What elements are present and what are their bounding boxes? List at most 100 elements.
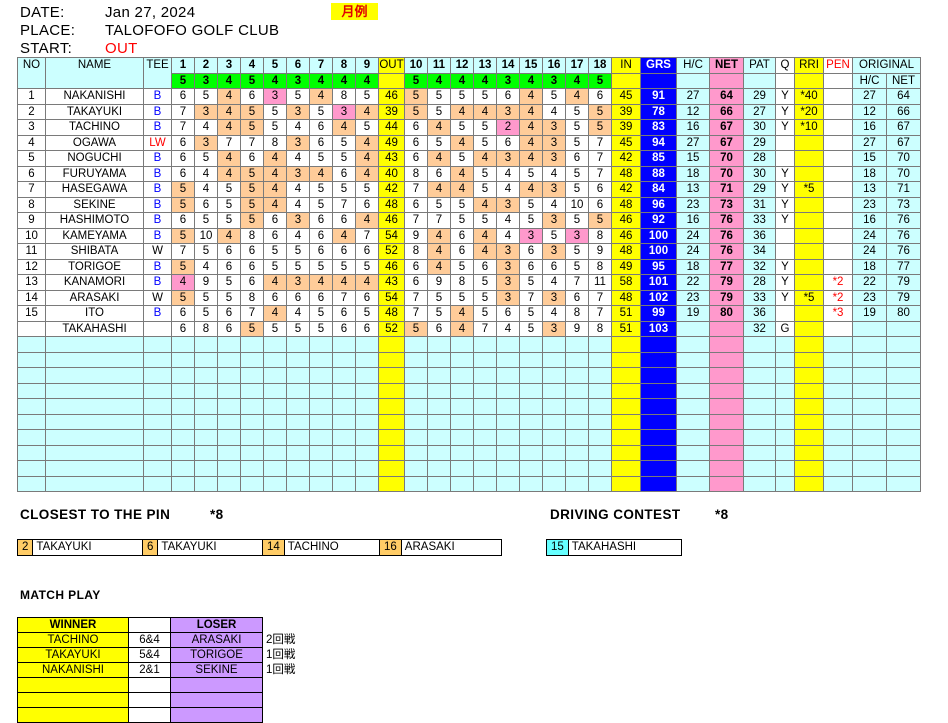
empty-cell [588,475,612,492]
handicap: 12 [676,103,710,120]
hole-score: 5 [565,243,589,260]
empty-cell [794,475,824,492]
handicap: 22 [676,274,710,291]
hole-score: 6 [473,258,497,275]
hole-score: 3 [542,289,566,306]
gross-total: 99 [640,305,677,322]
q-par-cell [775,72,795,89]
hole-score: 5 [171,196,195,213]
empty-cell [17,367,46,384]
player-row: 4 OGAWA LW 6 3 7 7 8 3 6 5 4 49 6 5 4 5 6 4 3 5 7 45 94 27 67 29 27… [17,134,921,151]
empty-cell [519,444,543,461]
empty-cell [404,460,428,477]
in-total: 51 [611,320,641,337]
hole-score: 3 [286,103,310,120]
empty-cell [676,475,710,492]
gross-total: 101 [640,274,677,291]
hole-header: 16 [542,57,566,74]
hole-score: 4 [263,165,287,182]
empty-cell [194,398,218,415]
empty-cell [496,460,520,477]
hole-score: 4 [427,258,451,275]
empty-cell [886,475,921,492]
match-title: MATCH PLAY [20,588,101,602]
empty-cell [542,367,566,384]
original-net: 67 [886,134,921,151]
hole-score: 4 [263,274,287,291]
empty-cell [852,382,887,399]
match-row: NAKANISHI 2&1 SEKINE [17,662,263,678]
player-row: 2 TAKAYUKI B 7 3 4 5 5 3 5 3 4 39 5 5 4 4 3 4 4 5 5 39 78 12 66 27… [17,103,921,120]
match-score: 5&4 [128,647,171,663]
empty-cell [45,413,144,430]
empty-cell [823,336,853,353]
hole-score: 4 [450,134,474,151]
empty-cell [263,398,287,415]
original-net: 64 [886,88,921,105]
hole-score: 7 [588,289,612,306]
hole-score: 4 [473,227,497,244]
empty-cell [611,382,641,399]
original-net: 77 [886,258,921,275]
empty-cell [286,460,310,477]
winner-header: WINNER [17,617,129,633]
hole-score: 6 [240,88,264,105]
par-cell: 4 [473,72,497,89]
hole-score: 4 [519,103,543,120]
hole-score: 3 [286,212,310,229]
q-cell: Y [775,181,795,198]
hole-score: 4 [217,165,241,182]
empty-cell [676,413,710,430]
hole-score: 10 [194,227,218,244]
pat-par-cell [743,72,776,89]
gross-total: 78 [640,103,677,120]
empty-cell [45,367,144,384]
hole-score: 5 [263,103,287,120]
hole-score: 8 [240,289,264,306]
gross-total: 88 [640,165,677,182]
out-total: 54 [378,227,405,244]
empty-row [17,367,921,384]
putts: 36 [743,305,776,322]
hole-score: 3 [496,243,520,260]
empty-cell [542,413,566,430]
original-hc: 15 [852,150,887,167]
empty-cell [519,351,543,368]
hole-score: 5 [565,181,589,198]
hole-score: 4 [496,212,520,229]
match-play-table: WINNER LOSER TACHINO 6&4 ARASAKI TAKAYUKI 5&4 T… [17,617,263,723]
hole-score: 4 [286,305,310,322]
tee-cell: B [143,274,172,291]
hole-score: 4 [217,119,241,136]
date-label: DATE: [20,4,65,21]
hole-header: 2 [194,57,218,74]
hole-score: 5 [519,305,543,322]
in-total: 58 [611,274,641,291]
hole-score: 6 [309,289,333,306]
player-name: TAKAYUKI [45,103,144,120]
net-par-cell [709,72,744,89]
empty-cell [355,429,379,446]
player-row: 14 ARASAKI W 5 5 5 8 6 6 6 7 6 54 7 5 5 5 3 7 3 6 7 48 102 23 79 3… [17,289,921,306]
penalty-cell [823,196,853,213]
hole-score: 4 [309,88,333,105]
in-total: 39 [611,103,641,120]
out-total: 48 [378,196,405,213]
empty-cell [542,429,566,446]
empty-cell [823,351,853,368]
hole-score: 4 [450,165,474,182]
rri-par-cell [794,72,824,89]
hole-score: 4 [496,181,520,198]
hole-score: 5 [309,305,333,322]
row-no: 11 [17,243,46,260]
net-score: 64 [709,88,744,105]
hole-score: 7 [217,134,241,151]
rri-cell [794,165,824,182]
hole-score: 5 [355,305,379,322]
original-net: 79 [886,274,921,291]
empty-cell [217,336,241,353]
player-row: 13 KANAMORI B 4 9 5 6 4 3 4 4 4 43 6 9 8 5 3 5 4 7 11 58 101 22 7… [17,274,921,291]
tee-cell: B [143,103,172,120]
empty-cell [676,398,710,415]
empty-cell [473,460,497,477]
